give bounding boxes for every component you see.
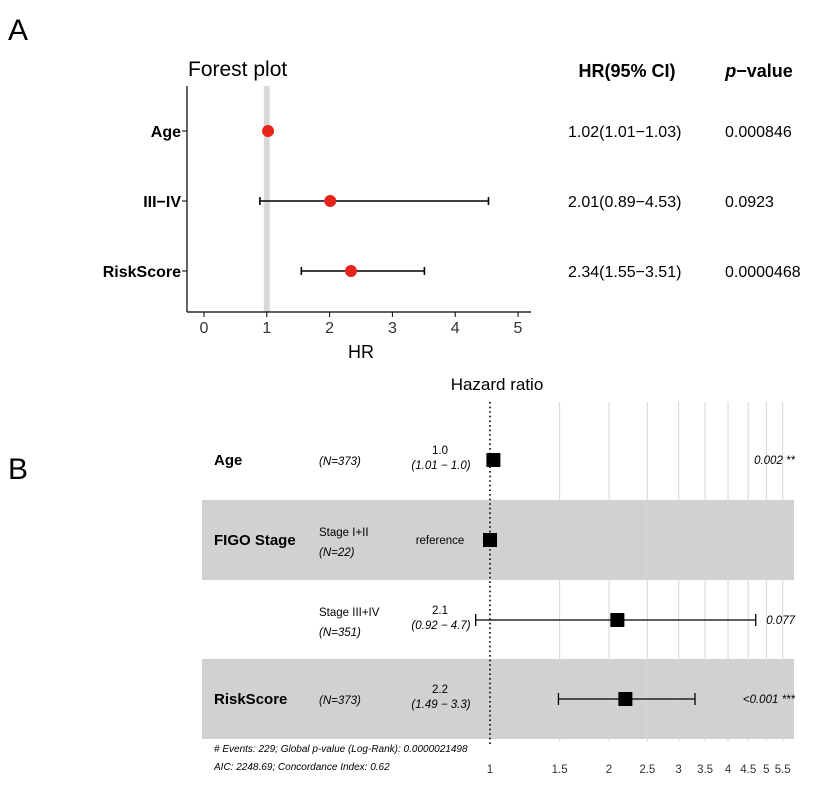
hr-text: 2.1 <box>432 605 448 617</box>
p-value: 0.077 <box>766 615 795 627</box>
n-label: (N=22) <box>319 547 355 559</box>
x-tick-label: 1.5 <box>552 764 568 776</box>
x-tick-label: 0 <box>200 320 209 337</box>
hr-ci-value: 2.01(0.89−4.53) <box>568 194 681 211</box>
x-tick-label: 2 <box>606 764 612 776</box>
hr-marker <box>483 533 497 547</box>
x-tick-label: 3 <box>388 320 397 337</box>
n-label: (N=351) <box>319 627 361 639</box>
footer-aic: AIC: 2248.69; Concordance Index: 0.62 <box>213 762 390 773</box>
ci-text: (0.92 − 4.7) <box>411 620 470 632</box>
hr-point <box>344 265 357 277</box>
row-band <box>202 500 794 580</box>
panel-a: A Forest plot HR HR(95% CI) p−value 0 1 2 3… <box>8 14 801 362</box>
hr-point <box>262 125 275 137</box>
ci-text: (1.01 − 1.0) <box>411 460 470 472</box>
hr-marker <box>486 453 501 467</box>
p-value: 0.002 ** <box>754 455 795 467</box>
variable-label: RiskScore <box>214 691 287 708</box>
x-tick-label: 4.5 <box>740 764 756 776</box>
x-tick-label: 3.5 <box>697 764 713 776</box>
p-value: 0.0923 <box>725 194 774 211</box>
x-tick-label: 3 <box>675 764 681 776</box>
variable-label: Age <box>214 452 242 469</box>
x-tick-label: 2 <box>325 320 334 337</box>
x-tick-label: 5.5 <box>775 764 791 776</box>
p-value: <0.001 *** <box>743 694 796 706</box>
row-label: Age <box>151 124 181 141</box>
row-label: RiskScore <box>103 264 181 281</box>
n-label: (N=373) <box>319 695 361 707</box>
level-label: Stage III+IV <box>319 607 380 619</box>
x-tick-label: 5 <box>514 320 523 337</box>
hr-point <box>324 195 337 207</box>
panel-a-title: Forest plot <box>188 58 287 81</box>
panel-a-xlabel: HR <box>348 342 374 362</box>
hr-text: 1.0 <box>432 445 448 457</box>
level-label: Stage I+II <box>319 527 369 539</box>
p-column-header: p−value <box>724 61 793 81</box>
x-tick-label: 4 <box>451 320 460 337</box>
variable-label: FIGO Stage <box>214 532 296 549</box>
panel-a-plot-area: 0 1 2 3 4 5 Age 1.02(1.01−1.03) 0.000846 III−IV 2.… <box>103 86 801 337</box>
row-label: III−IV <box>143 194 181 211</box>
x-tick-label: 1 <box>262 320 271 337</box>
p-value: 0.000846 <box>725 124 792 141</box>
hr-column-header: HR(95% CI) <box>578 61 675 81</box>
n-label: (N=373) <box>319 456 361 468</box>
x-tick-label: 4 <box>725 764 732 776</box>
hr-ci-value: 1.02(1.01−1.03) <box>568 124 681 141</box>
panel-a-label: A <box>8 14 28 47</box>
x-tick-label: 2.5 <box>639 764 655 776</box>
panel-b: B 1 1.5 2 2.5 3 3.5 4 4.5 5 5.5 Age (N=373) 1.0 (1.01… <box>8 375 796 776</box>
hr-marker <box>610 613 625 627</box>
hr-ci-value: 2.34(1.55−3.51) <box>568 264 681 281</box>
hr-text: reference <box>416 535 465 547</box>
panel-b-title: Hazard ratio <box>451 375 544 394</box>
p-value: 0.0000468 <box>725 264 801 281</box>
x-tick-label: 5 <box>763 764 769 776</box>
x-tick-label: 1 <box>487 764 493 776</box>
panel-b-plot-area: 1 1.5 2 2.5 3 3.5 4 4.5 5 5.5 Age (N=373) 1.0 (1.01 −… <box>202 402 796 776</box>
ci-text: (1.49 − 3.3) <box>411 699 470 711</box>
hr-text: 2.2 <box>432 684 448 696</box>
footer-events: # Events: 229; Global p-value (Log-Rank)… <box>214 744 468 755</box>
panel-b-label: B <box>8 453 28 486</box>
hr-marker <box>618 692 633 706</box>
